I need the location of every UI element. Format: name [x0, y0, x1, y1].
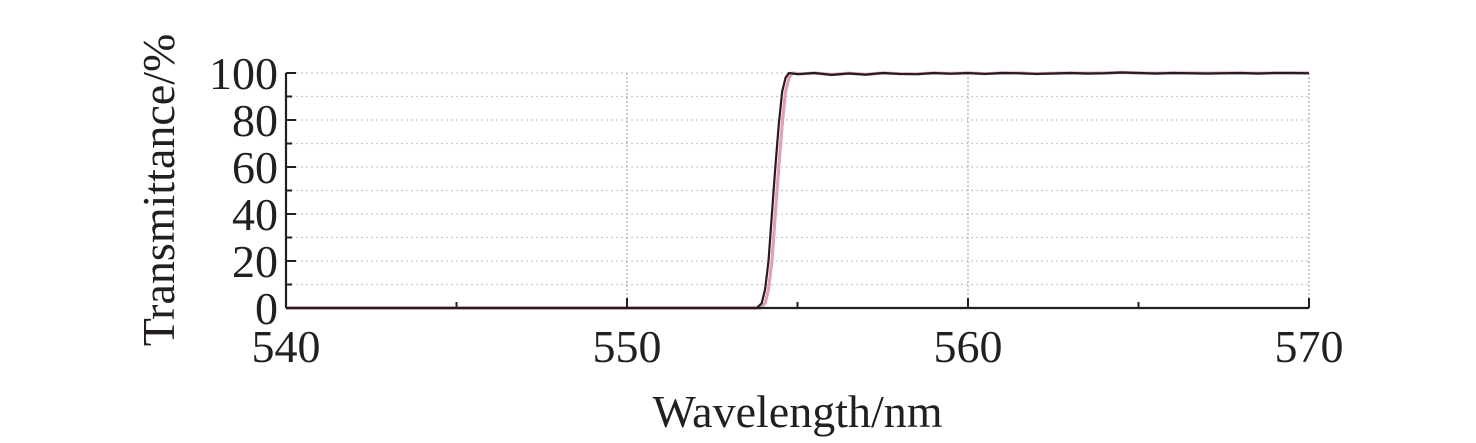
y-tick-label: 60 [232, 142, 278, 193]
x-tick-label: 550 [593, 321, 662, 372]
y-tick-label: 0 [255, 283, 278, 334]
y-tick-label: 80 [232, 95, 278, 146]
x-tick-label: 570 [1275, 321, 1344, 372]
x-tick-label: 540 [252, 321, 321, 372]
x-axis-title: Wavelength/nm [652, 386, 942, 437]
grid [286, 72, 1310, 308]
series-line [286, 71, 1310, 310]
y-axis-title: Transmittance/% [133, 34, 184, 347]
y-tick-label: 20 [232, 236, 278, 287]
axes [284, 72, 1310, 310]
series-lines [286, 70, 1310, 310]
x-tick-labels: 540 550 560 570 [252, 321, 1344, 372]
x-tick-label: 560 [934, 321, 1003, 372]
y-tick-label: 100 [209, 48, 278, 99]
y-tick-label: 40 [232, 189, 278, 240]
